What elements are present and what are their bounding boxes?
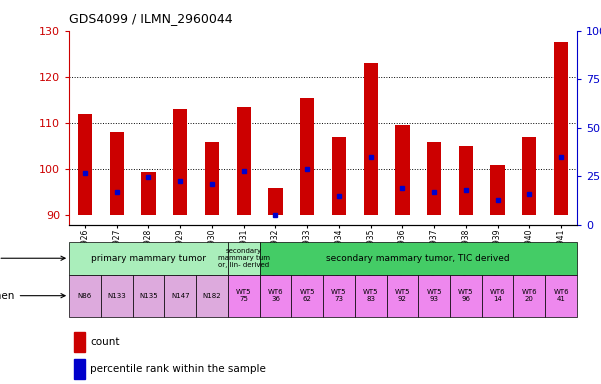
Bar (173, 109, 188, 215)
Bar (164, 275, 196, 317)
Text: N133: N133 (108, 293, 126, 299)
Text: secondary
mammary tum
or, lin- derived: secondary mammary tum or, lin- derived (218, 248, 270, 268)
Bar (332, 137, 346, 215)
Bar (141, 172, 156, 215)
Text: GDS4099 / ILMN_2960044: GDS4099 / ILMN_2960044 (69, 12, 233, 25)
Bar (133, 275, 164, 317)
Text: WT6
20: WT6 20 (522, 289, 537, 302)
Bar (101, 275, 133, 317)
Bar (300, 98, 314, 215)
Bar (196, 275, 228, 317)
Text: N86: N86 (78, 293, 92, 299)
Bar (364, 63, 378, 215)
Bar (291, 275, 323, 317)
Bar (74, 359, 85, 379)
Text: N147: N147 (171, 293, 189, 299)
Bar (205, 142, 219, 215)
Bar (260, 275, 291, 317)
Text: WT5
75: WT5 75 (236, 289, 251, 302)
Bar (228, 242, 260, 275)
Text: WT5
93: WT5 93 (426, 289, 442, 302)
Text: count: count (90, 337, 120, 347)
Text: WT5
73: WT5 73 (331, 289, 347, 302)
Bar (395, 125, 409, 215)
Bar (513, 275, 545, 317)
Text: tissue: tissue (0, 253, 65, 263)
Bar (237, 107, 251, 215)
Bar (427, 142, 441, 215)
Bar (554, 42, 568, 215)
Text: WT5
62: WT5 62 (299, 289, 315, 302)
Bar (323, 275, 355, 317)
Bar (482, 275, 513, 317)
Text: WT5
92: WT5 92 (395, 289, 410, 302)
Text: WT5
96: WT5 96 (458, 289, 474, 302)
Bar (522, 137, 537, 215)
Text: N135: N135 (139, 293, 158, 299)
Bar (268, 188, 282, 215)
Text: specimen: specimen (0, 291, 65, 301)
Text: WT6
14: WT6 14 (490, 289, 505, 302)
Bar (260, 242, 577, 275)
Text: WT6
36: WT6 36 (267, 289, 283, 302)
Text: WT6
41: WT6 41 (554, 289, 569, 302)
Bar (228, 275, 260, 317)
Bar (109, 132, 124, 215)
Bar (78, 114, 92, 215)
Bar (69, 242, 228, 275)
Bar (74, 333, 85, 352)
Bar (69, 275, 101, 317)
Bar (490, 165, 505, 215)
Text: WT5
83: WT5 83 (363, 289, 379, 302)
Bar (386, 275, 418, 317)
Text: primary mammary tumor: primary mammary tumor (91, 254, 206, 263)
Text: N182: N182 (203, 293, 221, 299)
Bar (355, 275, 386, 317)
Text: secondary mammary tumor, TIC derived: secondary mammary tumor, TIC derived (326, 254, 510, 263)
Text: percentile rank within the sample: percentile rank within the sample (90, 364, 266, 374)
Bar (459, 146, 473, 215)
Bar (450, 275, 482, 317)
Bar (418, 275, 450, 317)
Bar (545, 275, 577, 317)
